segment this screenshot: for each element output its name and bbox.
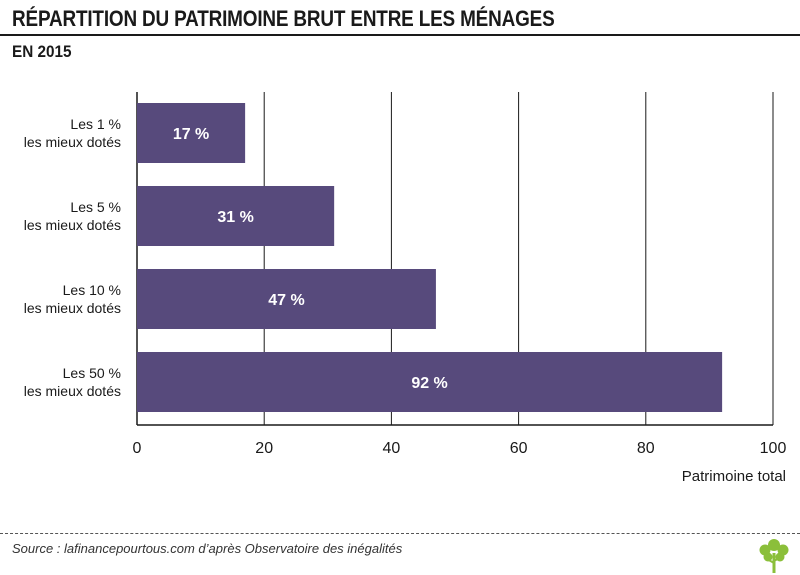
x-tick-label: 20 <box>255 440 273 457</box>
source-note: Source : lafinancepourtous.com d’après O… <box>12 541 403 556</box>
bar-value-label: 17 % <box>173 126 209 143</box>
bar-value-label: 47 % <box>268 292 304 309</box>
footer-divider <box>0 533 800 534</box>
title-divider <box>0 34 800 36</box>
bars: 17 % 31 % 47 % 92 % <box>137 103 723 412</box>
bar <box>137 269 436 329</box>
category-labels: Les 1 % les mieux dotés Les 5 % les mieux d… <box>24 116 121 399</box>
category-label: les mieux dotés <box>24 383 121 399</box>
category-label: Les 1 % <box>70 116 121 132</box>
bar <box>137 352 723 412</box>
bar-value-label: 31 % <box>217 209 253 226</box>
x-tick-label: 100 <box>760 440 787 457</box>
category-label: Les 5 % <box>70 199 121 215</box>
tree-logo-icon <box>759 539 789 573</box>
chart-title: RÉPARTITION DU PATRIMOINE BRUT ENTRE LES… <box>12 6 555 31</box>
category-label: Les 50 % <box>63 365 121 381</box>
x-tick-label: 40 <box>383 440 401 457</box>
category-label: Les 10 % <box>63 282 121 298</box>
category-label: les mieux dotés <box>24 300 121 316</box>
bar-value-label: 92 % <box>411 375 447 392</box>
x-axis-label: Patrimoine total <box>682 468 786 485</box>
category-label: les mieux dotés <box>24 217 121 233</box>
x-tick-label: 80 <box>637 440 655 457</box>
bar <box>137 186 335 246</box>
bar-chart: 17 %31 %47 %92 % Les 1 %les mieux dotésL… <box>24 92 787 485</box>
tick-labels: 0 20 40 60 80 100 <box>133 440 787 457</box>
x-tick-label: 60 <box>510 440 528 457</box>
category-label: les mieux dotés <box>24 134 121 150</box>
x-tick-label: 0 <box>133 440 142 457</box>
chart-subtitle: EN 2015 <box>12 42 72 61</box>
bar <box>137 103 246 163</box>
